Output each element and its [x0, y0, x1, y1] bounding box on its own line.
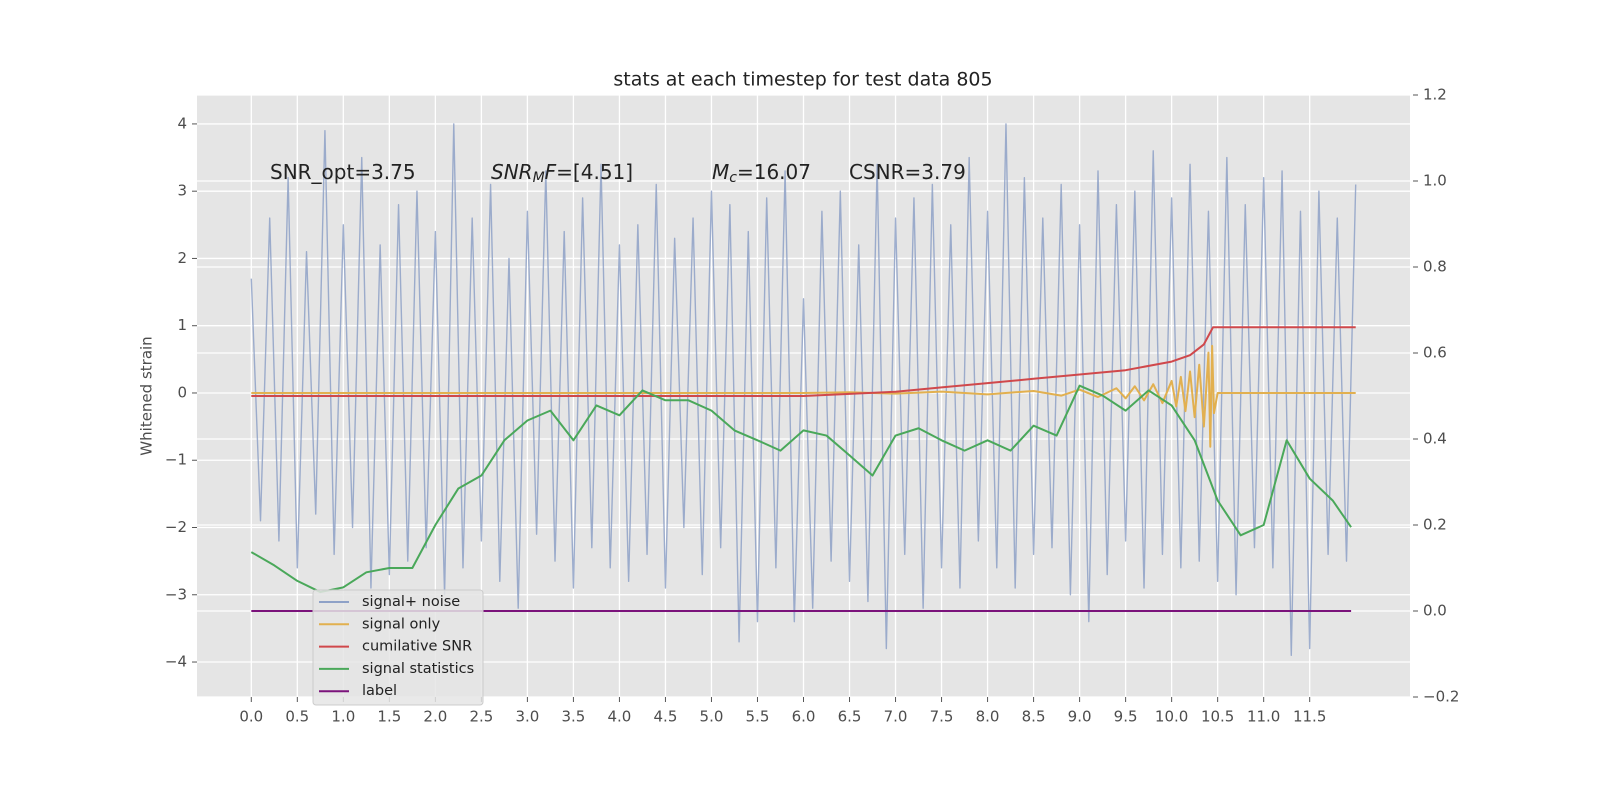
y-tick-label: 4	[177, 114, 187, 132]
annotation: CSNR=3.79	[849, 160, 966, 184]
legend-label: signal+ noise	[362, 594, 460, 610]
legend-label: label	[362, 683, 397, 699]
annotation-part: =16.07	[737, 160, 811, 184]
legend-box	[312, 589, 484, 706]
axes: 0.0 0.5 1.0 1.5 2.0 2.5 3.0 3.5 4.0 4.5 5.0 5.5 6.0 6…	[165, 86, 1460, 726]
x-tick-label: 7.0	[884, 708, 908, 726]
x-tick-label: 2.0	[423, 708, 447, 726]
x-tick-label: 0.0	[239, 708, 263, 726]
chart-title: stats at each timestep for test data 805	[613, 69, 992, 91]
annotation-part: SNR_opt=3.75	[270, 160, 416, 184]
y2-tick-label: 0.2	[1423, 516, 1447, 534]
x-tick-label: 1.5	[377, 708, 401, 726]
series-line	[250, 123, 1357, 656]
annotation-part: =[4.51]	[556, 160, 633, 184]
annotation: SNR_opt=3.75	[270, 160, 416, 184]
legend-label: signal statistics	[362, 661, 474, 677]
x-tick-label: 8.5	[1022, 708, 1046, 726]
y2-tick-label: 0.8	[1423, 258, 1447, 276]
x-tick-label: 9.0	[1068, 708, 1092, 726]
x-tick-label: 6.5	[838, 708, 862, 726]
legend-label: cumilative SNR	[362, 639, 472, 655]
x-tick-label: 7.5	[930, 708, 954, 726]
annotation-part: F	[545, 160, 557, 184]
y-axis-label: Whitened strain	[138, 336, 156, 455]
x-tick-label: 8.0	[976, 708, 1000, 726]
x-tick-label: 4.0	[608, 708, 632, 726]
series-line	[251, 326, 1356, 397]
series-line	[250, 384, 1352, 594]
y2-tick-label: 0.0	[1423, 602, 1447, 620]
x-tick-label: 6.0	[792, 708, 816, 726]
annotation: SNRMF=[4.51]	[491, 160, 633, 187]
x-tick-label: 10.0	[1155, 708, 1188, 726]
annotation-part: c	[729, 170, 737, 186]
x-tick-label: 0.5	[285, 708, 309, 726]
y-tick-label: 3	[177, 182, 187, 200]
y2-tick-label: 1.2	[1423, 86, 1447, 104]
y2-tick-label: −0.2	[1423, 688, 1459, 706]
x-tick-label: 2.5	[469, 708, 493, 726]
y-tick-label: 2	[177, 249, 187, 267]
y2-tick-label: 1.0	[1423, 172, 1447, 190]
legend: signal+ noise signal only cumilative SNR si…	[312, 589, 484, 706]
x-tick-label: 3.5	[561, 708, 585, 726]
y-tick-label: −4	[165, 653, 187, 671]
series-line	[251, 344, 1356, 448]
y-tick-label: −1	[165, 451, 187, 469]
annotation: Mc=16.07	[712, 160, 811, 187]
x-tick-label: 3.0	[515, 708, 539, 726]
x-tick-label: 4.5	[654, 708, 678, 726]
x-tick-label: 11.0	[1247, 708, 1280, 726]
x-tick-label: 11.5	[1293, 708, 1326, 726]
annotation-part: M	[712, 160, 729, 184]
x-tick-label: 10.5	[1201, 708, 1234, 726]
annotation-part: M	[533, 170, 545, 186]
y2-tick-label: 0.6	[1423, 344, 1447, 362]
y-tick-label: 1	[177, 316, 187, 334]
annotation-part: CSNR=3.79	[849, 160, 966, 184]
x-tick-label: 1.0	[331, 708, 355, 726]
y-tick-label: 0	[177, 383, 187, 401]
x-tick-label: 5.0	[700, 708, 724, 726]
x-tick-label: 9.5	[1114, 708, 1138, 726]
legend-label: signal only	[362, 616, 441, 632]
y-tick-label: −3	[165, 585, 187, 603]
x-tick-label: 5.5	[746, 708, 770, 726]
annotation-part: SNR	[491, 160, 533, 184]
y2-tick-label: 0.4	[1423, 430, 1447, 448]
y-tick-label: −2	[165, 518, 187, 536]
